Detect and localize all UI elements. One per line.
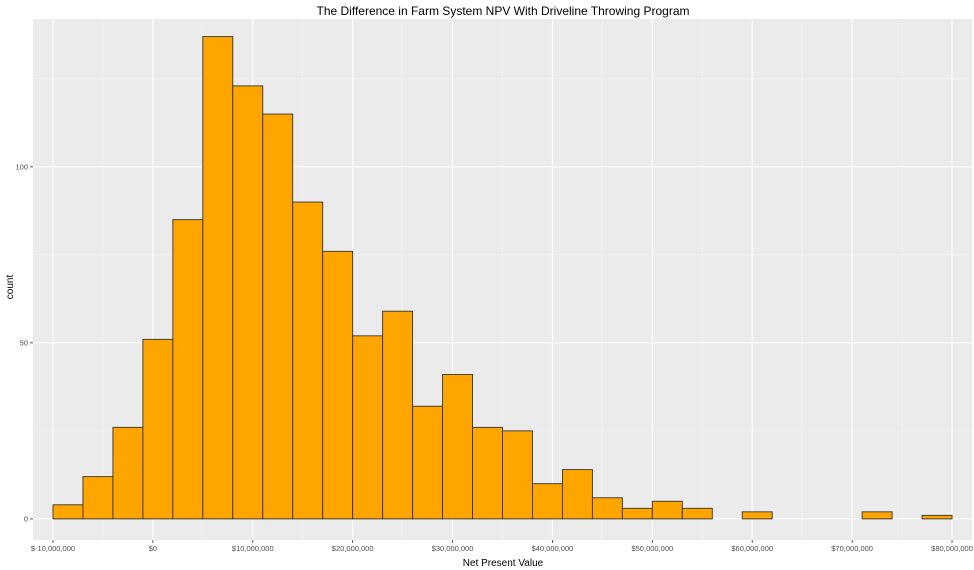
histogram-bars bbox=[52, 36, 953, 520]
x-tick-label: $-10,000,000 bbox=[31, 544, 75, 553]
histogram-bar bbox=[142, 338, 174, 520]
x-tick-label: $40,000,000 bbox=[532, 544, 574, 553]
y-axis-ticks: 0 50 100 bbox=[15, 162, 33, 523]
x-tick-label: $80,000,000 bbox=[931, 544, 973, 553]
histogram-bar bbox=[921, 514, 953, 520]
histogram-bar bbox=[472, 426, 503, 520]
histogram-bar bbox=[861, 511, 893, 520]
x-tick-label: $0 bbox=[149, 544, 157, 553]
histogram-bar bbox=[262, 113, 294, 520]
x-axis-ticks: $-10,000,000 $0 $10,000,000 $20,000,000 $30,… bbox=[31, 540, 973, 553]
histogram-bar bbox=[232, 85, 264, 520]
histogram-bar bbox=[561, 469, 593, 520]
y-tick-label: 50 bbox=[20, 338, 28, 347]
histogram-bar bbox=[112, 426, 144, 520]
histogram-bar bbox=[172, 219, 204, 520]
histogram-bar bbox=[442, 374, 473, 520]
x-tick-label: $70,000,000 bbox=[831, 544, 873, 553]
histogram-bar bbox=[651, 500, 683, 520]
x-tick-label: $50,000,000 bbox=[631, 544, 673, 553]
x-tick-label: $60,000,000 bbox=[731, 544, 773, 553]
histogram-bar bbox=[382, 310, 414, 520]
histogram-bar bbox=[52, 504, 84, 520]
histogram-bar bbox=[502, 430, 533, 520]
chart-title: The Difference in Farm System NPV With D… bbox=[316, 4, 689, 18]
histogram-bar bbox=[322, 250, 354, 520]
x-tick-label: $20,000,000 bbox=[332, 544, 374, 553]
x-tick-label: $30,000,000 bbox=[432, 544, 474, 553]
histogram-bar bbox=[532, 483, 563, 520]
y-tick-label: 100 bbox=[15, 162, 28, 171]
histogram-bar bbox=[202, 36, 234, 520]
histogram-bar bbox=[591, 497, 623, 520]
histogram-bar bbox=[681, 507, 713, 520]
histogram-bar bbox=[352, 335, 384, 520]
x-tick-label: $10,000,000 bbox=[232, 544, 274, 553]
histogram-bar bbox=[412, 405, 444, 520]
histogram-bar bbox=[741, 511, 773, 520]
y-tick-label: 0 bbox=[24, 514, 28, 523]
histogram-bar bbox=[292, 201, 324, 520]
x-axis-title: Net Present Value bbox=[463, 558, 544, 569]
y-axis-title: count bbox=[5, 275, 16, 300]
histogram-bar bbox=[621, 507, 653, 520]
histogram-bar bbox=[82, 476, 114, 520]
